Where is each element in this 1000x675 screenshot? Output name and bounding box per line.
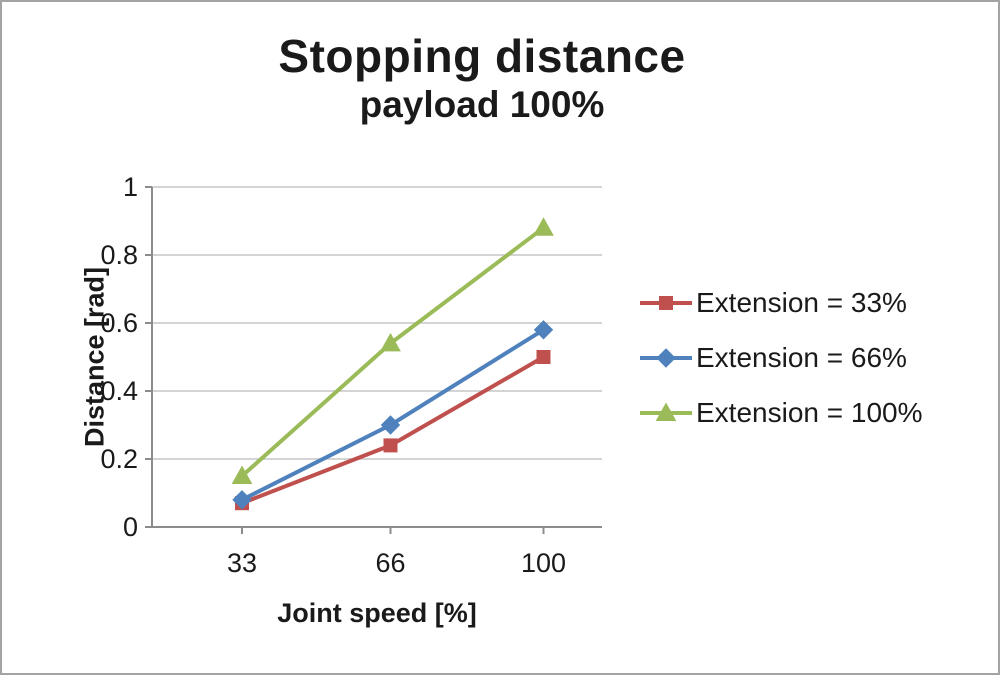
legend-label: Extension = 100%	[696, 397, 923, 428]
title-block: Stopping distance payload 100%	[2, 30, 962, 127]
y-tick-label: 0	[122, 512, 138, 542]
y-tick-label: 0.8	[100, 240, 138, 270]
legend-entry-extension-100: Extension = 100%	[639, 397, 923, 429]
legend-label: Extension = 66%	[696, 342, 907, 373]
series-line-extension-66	[240, 327, 546, 502]
x-axis-title: Joint speed [%]	[277, 598, 477, 628]
legend-key-diamond-icon	[640, 348, 692, 368]
legend-entry-extension-33: Extension = 33%	[639, 287, 923, 319]
marker-extension-66	[533, 320, 554, 340]
marker-extension-100	[655, 402, 677, 421]
legend: Extension = 33% Extension = 66% Extension …	[639, 287, 923, 452]
marker-extension-100	[231, 465, 253, 484]
x-tick-label: 100	[520, 548, 567, 578]
x-tick-label: 33	[226, 548, 258, 578]
legend-label: Extension = 33%	[696, 287, 907, 318]
legend-entry-extension-66: Extension = 66%	[639, 342, 923, 374]
marker-extension-66	[232, 490, 252, 510]
chart-subtitle: payload 100%	[359, 83, 605, 125]
y-tick-label: 0.6	[100, 308, 138, 338]
marker-extension-66	[656, 348, 676, 368]
y-tick-label: 0.4	[100, 376, 138, 406]
marker-extension-100	[380, 332, 401, 352]
y-tick-label: 1	[122, 172, 138, 202]
chart-title: Stopping distance	[278, 30, 686, 82]
legend-key-square-icon	[640, 296, 692, 310]
y-axis-title: Distance [rad]	[79, 266, 110, 448]
marker-extension-66	[380, 415, 401, 435]
y-tick-label: 0.2	[100, 444, 138, 474]
marker-extension-33	[536, 350, 551, 364]
marker-extension-33	[659, 296, 673, 310]
marker-extension-100	[533, 217, 554, 236]
x-tick-label: 66	[375, 548, 406, 578]
marker-extension-33	[383, 438, 398, 453]
legend-key-triangle-icon	[640, 402, 692, 421]
